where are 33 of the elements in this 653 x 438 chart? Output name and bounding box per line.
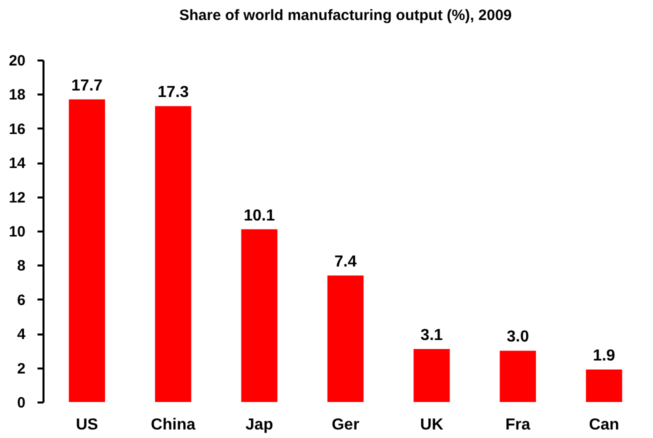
x-tick-label: Ger [332,416,360,434]
data-label: 7.4 [334,253,357,270]
data-label: 3.1 [420,326,443,344]
bar [327,275,364,402]
x-tick-label: UK [420,416,444,434]
y-tick-label: 10 [8,224,26,240]
data-label: 10.1 [244,207,275,224]
y-tick-label: 18 [8,86,26,104]
data-label: 3.0 [506,328,530,346]
y-tick-label: 4 [17,326,26,344]
bar [414,348,450,402]
bar [586,370,622,402]
bar [68,99,106,402]
y-tick-label: 16 [8,120,26,138]
y-tick-label: 12 [8,189,26,206]
data-label: 1.9 [592,348,616,365]
x-tick-label: Jap [246,416,274,434]
bar [241,229,278,402]
bar [500,350,536,402]
y-tick-label: 14 [8,155,26,172]
data-label: 17.7 [71,77,103,94]
x-tick-label: Can [588,416,620,434]
chart-title: Share of world manufacturing output (%), 2009 [179,7,512,24]
y-tick-label: 6 [17,292,26,309]
y-tick-label: 0 [17,394,26,412]
y-tick-label: 2 [17,360,26,378]
x-tick-label: Fra [505,416,530,434]
y-tick-label: 8 [17,258,26,275]
x-tick-label: US [76,416,98,434]
data-label: 17.3 [158,84,189,102]
x-tick-label: China [150,416,196,434]
bar [155,106,192,402]
y-tick-label: 20 [8,52,26,70]
